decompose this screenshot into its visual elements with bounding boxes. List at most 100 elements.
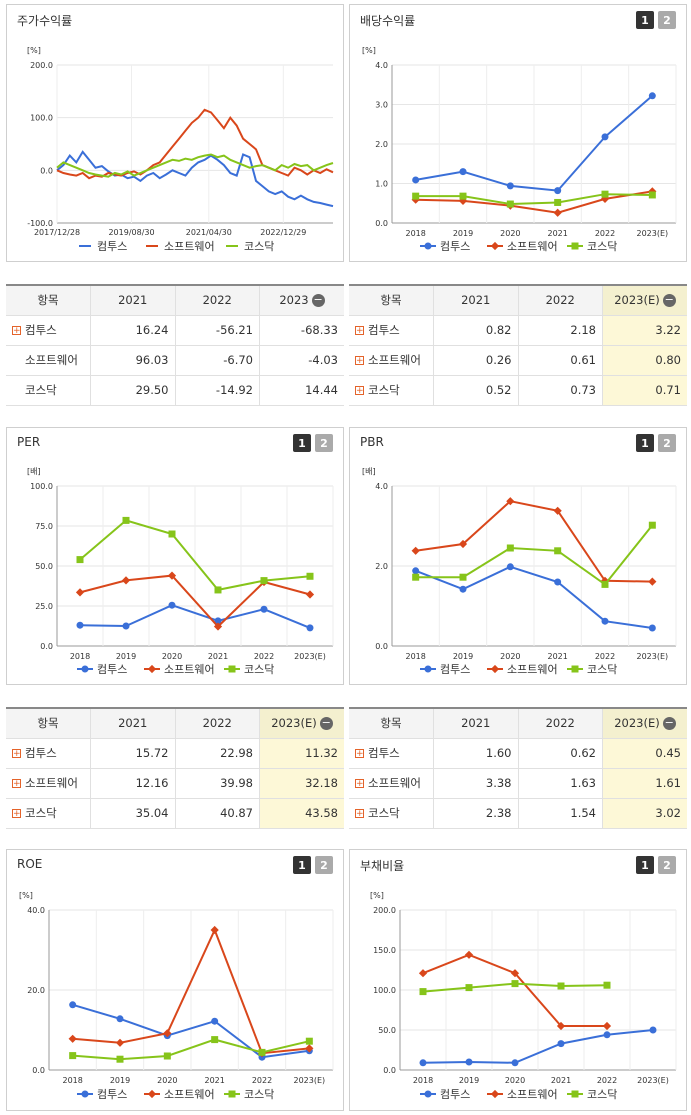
collapse-icon[interactable]: −	[662, 716, 676, 731]
data-point	[601, 617, 609, 625]
series-line-컴투스	[72, 1003, 310, 1059]
expand-icon[interactable]: +	[12, 326, 21, 336]
expand-icon[interactable]: +	[355, 326, 364, 336]
x-tick-label: 2019	[459, 1076, 479, 1085]
expand-icon[interactable]: +	[355, 779, 364, 789]
data-point	[465, 1058, 473, 1066]
expand-icon[interactable]: +	[12, 779, 21, 789]
table-row: + 소프트웨어 0.26 0.61 0.80	[349, 345, 687, 376]
data-point	[424, 665, 432, 673]
series-line-컴투스	[415, 95, 653, 192]
y-unit-label: [%]	[19, 891, 33, 900]
data-point	[557, 1040, 565, 1048]
data-point	[459, 585, 467, 593]
data-point	[122, 622, 130, 630]
data-point	[305, 590, 315, 599]
x-tick-label: 2020	[500, 229, 520, 238]
table-row: + 코스닥 35.04 40.87 43.58	[6, 798, 344, 829]
cell: 1.60	[433, 738, 518, 769]
y-tick-label: 20.0	[27, 986, 45, 995]
per-table: 항목 2021 2022 2023(E) − + 컴투스 15.72 22.98 1…	[6, 707, 344, 829]
x-tick-label: 2021/04/30	[186, 228, 232, 237]
dividend-yield-table: 항목 2021 2022 2023(E) − + 컴투스 0.82 2.18 3.2…	[349, 284, 687, 406]
data-point	[601, 190, 609, 198]
col-header: 항목	[349, 284, 434, 316]
data-point	[163, 1029, 172, 1038]
panel-title: PER	[17, 435, 41, 449]
expand-icon[interactable]: +	[355, 386, 364, 396]
x-tick-label: 2019	[453, 652, 473, 661]
y-unit-label: [%]	[370, 891, 384, 900]
y-unit-label: [%]	[27, 46, 41, 55]
data-point	[506, 200, 514, 208]
panel-title: 부채비율	[360, 859, 405, 873]
cell: 0.80	[602, 345, 687, 376]
data-point	[121, 576, 131, 585]
per-panel: PER 1 2 [배] 0.0 25.0 50.0 75.0 100.0 2018 2019 2…	[6, 427, 344, 685]
data-point	[459, 192, 467, 200]
table-row: 소프트웨어 96.03 -6.70 -4.03	[6, 345, 344, 376]
col-header: 2022	[174, 284, 260, 316]
series-line-코스닥	[415, 524, 654, 586]
expand-icon[interactable]: +	[12, 809, 21, 819]
data-point	[306, 572, 314, 580]
data-point	[163, 1052, 171, 1060]
data-point	[648, 191, 656, 199]
data-point	[258, 1048, 266, 1056]
cell: 0.52	[433, 375, 518, 406]
y-tick-label: 3.0	[375, 101, 388, 110]
tab-2[interactable]: 2	[315, 434, 333, 452]
legend-label: 코스닥	[244, 663, 274, 676]
data-point	[603, 981, 611, 989]
cell: 2.18	[517, 315, 603, 346]
tab-2[interactable]: 2	[658, 434, 676, 452]
expand-icon[interactable]: +	[355, 356, 364, 366]
tab-1[interactable]: 1	[636, 434, 654, 452]
data-point	[305, 1037, 313, 1045]
tab-1[interactable]: 1	[293, 856, 311, 874]
tab-1[interactable]: 1	[636, 856, 654, 874]
dividend-yield-panel: 배당수익률 1 2 [%] 0.0 1.0 2.0 3.0 4.0 2018 2019 2020…	[349, 4, 687, 262]
expand-icon[interactable]: +	[355, 749, 364, 759]
cell: 0.61	[517, 345, 603, 376]
cell: -68.33	[259, 315, 344, 346]
tab-2[interactable]: 2	[315, 856, 333, 874]
y-tick-label: 25.0	[35, 602, 53, 611]
collapse-icon[interactable]: −	[319, 716, 333, 731]
tab-1[interactable]: 1	[636, 11, 654, 29]
data-point	[68, 1034, 77, 1043]
data-point	[554, 578, 562, 586]
collapse-icon[interactable]: −	[662, 293, 676, 308]
data-point	[419, 988, 427, 996]
panel-title: ROE	[17, 857, 43, 871]
data-point	[648, 187, 657, 196]
data-point	[511, 1059, 519, 1067]
data-point	[603, 1031, 611, 1039]
y-tick-label: 100.0	[373, 986, 396, 995]
x-tick-label: 2022	[254, 652, 274, 661]
cell: 15.72	[90, 738, 175, 769]
data-point	[147, 1089, 157, 1099]
collapse-icon[interactable]: −	[311, 293, 325, 308]
col-header: 2021	[433, 284, 518, 316]
x-tick-label: 2023(E)	[637, 229, 669, 238]
expand-icon[interactable]: +	[12, 749, 21, 759]
cell: -4.03	[259, 345, 344, 376]
data-point	[81, 1090, 89, 1098]
cell: 32.18	[259, 768, 344, 799]
row-label: 컴투스	[25, 323, 57, 337]
tab-2[interactable]: 2	[658, 11, 676, 29]
debt-ratio-chart: [%] 0.0 50.0 100.0 150.0 200.0 2018 2019 2020 202…	[370, 891, 677, 1101]
data-point	[490, 664, 500, 674]
series-line-소프트웨어	[79, 574, 311, 628]
tab-1[interactable]: 1	[293, 434, 311, 452]
series-line-컴투스	[79, 604, 311, 629]
tab-2[interactable]: 2	[658, 856, 676, 874]
expand-icon[interactable]: +	[355, 809, 364, 819]
table-row: + 컴투스 15.72 22.98 11.32	[6, 738, 344, 769]
x-tick-label: 2018	[405, 652, 425, 661]
cell: 3.02	[602, 798, 687, 829]
data-point	[260, 605, 268, 613]
legend-label: 소프트웨어	[507, 240, 558, 253]
legend-label: 소프트웨어	[164, 1088, 215, 1101]
